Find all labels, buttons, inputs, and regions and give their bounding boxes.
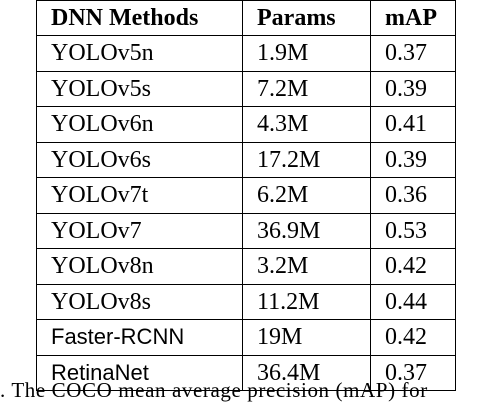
params-cell: 11.2M bbox=[242, 283, 371, 320]
header-map: mAP bbox=[370, 0, 456, 36]
header-dnn-methods: DNN Methods bbox=[36, 0, 243, 36]
params-cell: 36.9M bbox=[242, 212, 371, 249]
map-cell: 0.42 bbox=[370, 248, 456, 285]
method-cell: YOLOv6n bbox=[36, 106, 243, 143]
method-cell: Faster-RCNN bbox=[36, 319, 243, 356]
map-cell: 0.53 bbox=[370, 212, 456, 249]
params-cell: 7.2M bbox=[242, 70, 371, 107]
method-cell: RetinaNet bbox=[36, 354, 243, 391]
method-cell: YOLOv7 bbox=[36, 212, 243, 249]
params-cell: 1.9M bbox=[242, 35, 371, 72]
table-row: Faster-RCNN 19M 0.42 bbox=[36, 319, 456, 356]
table-row: YOLOv5s 7.2M 0.39 bbox=[36, 70, 456, 107]
header-params: Params bbox=[242, 0, 371, 36]
method-cell: YOLOv8s bbox=[36, 283, 243, 320]
map-cell: 0.42 bbox=[370, 319, 456, 356]
method-cell: YOLOv5n bbox=[36, 35, 243, 72]
table-row: YOLOv6n 4.3M 0.41 bbox=[36, 106, 456, 143]
method-cell: YOLOv6s bbox=[36, 141, 243, 178]
map-cell: 0.36 bbox=[370, 177, 456, 214]
params-cell: 4.3M bbox=[242, 106, 371, 143]
table-row: YOLOv8s 11.2M 0.44 bbox=[36, 283, 456, 320]
table-row: YOLOv7t 6.2M 0.36 bbox=[36, 177, 456, 214]
method-cell: YOLOv7t bbox=[36, 177, 243, 214]
map-cell: 0.37 bbox=[370, 354, 456, 391]
table-row: YOLOv5n 1.9M 0.37 bbox=[36, 35, 456, 72]
params-cell: 3.2M bbox=[242, 248, 371, 285]
method-cell: YOLOv5s bbox=[36, 70, 243, 107]
results-table: DNN Methods Params mAP YOLOv5n 1.9M 0.37… bbox=[36, 0, 456, 391]
params-cell: 36.4M bbox=[242, 354, 371, 391]
table-row: YOLOv8n 3.2M 0.42 bbox=[36, 248, 456, 285]
params-cell: 19M bbox=[242, 319, 371, 356]
params-cell: 6.2M bbox=[242, 177, 371, 214]
map-cell: 0.39 bbox=[370, 70, 456, 107]
table-row: RetinaNet 36.4M 0.37 bbox=[36, 354, 456, 391]
table-row: YOLOv6s 17.2M 0.39 bbox=[36, 141, 456, 178]
params-cell: 17.2M bbox=[242, 141, 371, 178]
map-cell: 0.37 bbox=[370, 35, 456, 72]
results-table-container: DNN Methods Params mAP YOLOv5n 1.9M 0.37… bbox=[36, 0, 456, 391]
table-header-row: DNN Methods Params mAP bbox=[36, 0, 456, 36]
map-cell: 0.41 bbox=[370, 106, 456, 143]
table-row: YOLOv7 36.9M 0.53 bbox=[36, 212, 456, 249]
table-caption: . The COCO mean average precision (mAP) … bbox=[0, 378, 428, 402]
map-cell: 0.39 bbox=[370, 141, 456, 178]
method-cell: YOLOv8n bbox=[36, 248, 243, 285]
map-cell: 0.44 bbox=[370, 283, 456, 320]
